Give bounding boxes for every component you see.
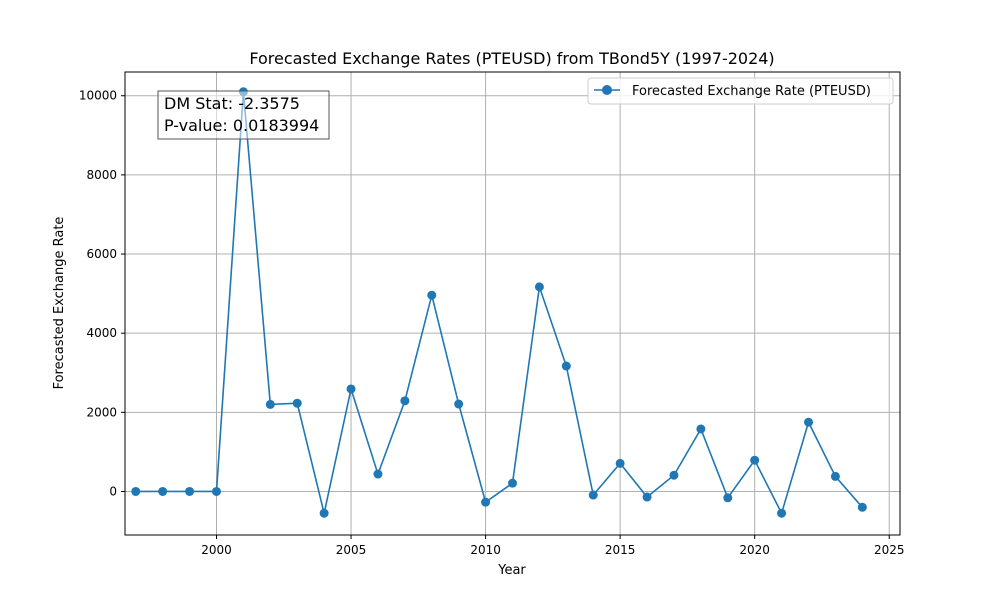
data-point (158, 486, 168, 496)
series-line (135, 91, 863, 516)
x-tick-label: 2000 (201, 543, 232, 557)
data-point (211, 486, 221, 496)
data-point (131, 486, 141, 496)
x-tick-label: 2015 (605, 543, 636, 557)
legend-marker (602, 85, 612, 95)
data-point (508, 478, 517, 488)
data-point (615, 458, 625, 468)
y-tick-label: 0 (109, 484, 117, 498)
data-point (642, 492, 652, 502)
data-point (588, 490, 598, 500)
data-point (750, 455, 760, 465)
data-point (804, 417, 814, 427)
data-point (669, 470, 679, 480)
data-point (454, 399, 464, 409)
chart-title: Forecasted Exchange Rates (PTEUSD) from … (249, 49, 774, 68)
y-tick-label: 10000 (79, 89, 117, 103)
data-point (400, 396, 410, 406)
data-point (373, 469, 383, 479)
y-tick-label: 6000 (86, 247, 117, 261)
data-point (427, 290, 437, 300)
plot-area (124, 71, 901, 536)
data-point (696, 424, 706, 434)
data-point (830, 471, 840, 481)
legend-label: Forecasted Exchange Rate (PTEUSD) (632, 84, 871, 99)
data-point (481, 497, 491, 507)
x-tick-label: 2010 (470, 543, 501, 557)
y-tick-label: 2000 (86, 405, 117, 419)
data-point (265, 399, 275, 409)
data-point (346, 384, 356, 394)
y-tick-label: 4000 (86, 326, 117, 340)
y-axis: 0 2000 4000 6000 8000 10000 (79, 89, 125, 498)
stats-annotation: DM Stat: -2.3575 P-value: 0.0183994 (157, 90, 330, 140)
data-point (857, 502, 867, 512)
x-axis: 2000 2005 2010 2015 2020 2025 (201, 535, 905, 557)
x-axis-label: Year (497, 563, 526, 578)
data-point (319, 508, 329, 518)
annotation-box (157, 90, 330, 140)
x-tick-label: 2005 (336, 543, 367, 557)
y-tick-label: 8000 (86, 168, 117, 182)
y-axis-label: Forecasted Exchange Rate (52, 217, 67, 390)
data-point (534, 282, 544, 292)
data-point (777, 508, 787, 518)
legend-box (587, 77, 894, 105)
data-point (561, 361, 571, 371)
legend: Forecasted Exchange Rate (PTEUSD) (587, 77, 894, 105)
dm-stat-text: DM Stat: -2.3575 (164, 94, 300, 113)
data-point (723, 493, 733, 503)
x-tick-label: 2025 (874, 543, 905, 557)
series-layer (131, 87, 867, 518)
data-point (292, 398, 302, 408)
x-tick-label: 2020 (739, 543, 770, 557)
data-point (185, 486, 195, 496)
p-value-text: P-value: 0.0183994 (164, 116, 319, 135)
